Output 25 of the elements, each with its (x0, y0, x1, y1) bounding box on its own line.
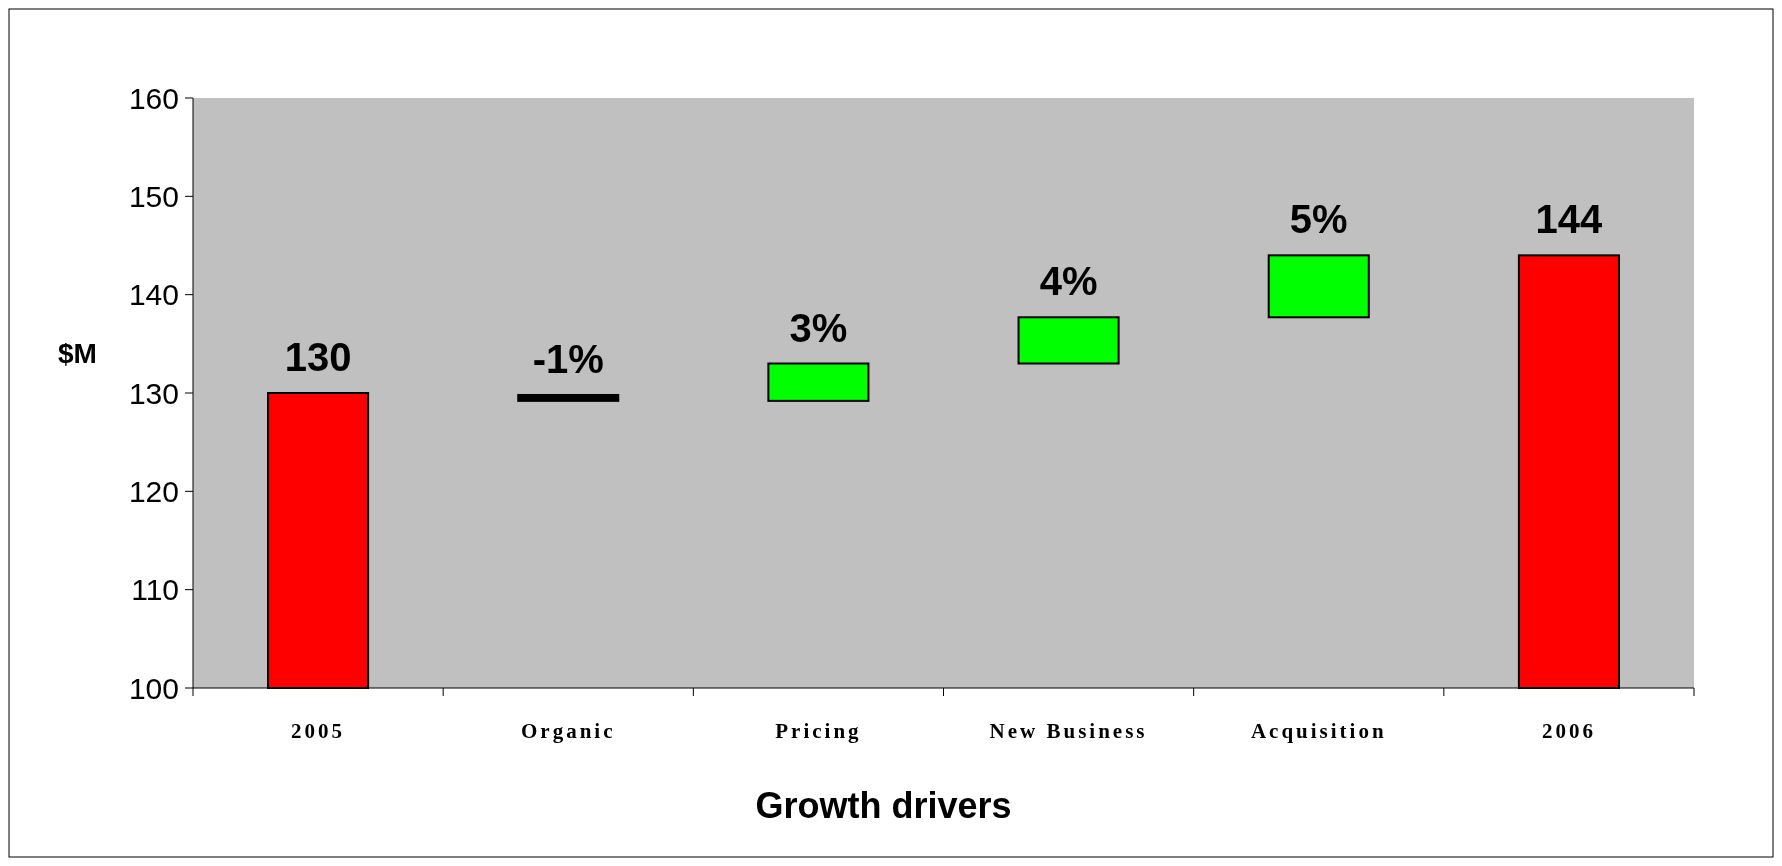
annotation: 130 (284, 335, 352, 379)
x-tick-label: 2006 (1541, 719, 1596, 743)
y-tick-label: 100 (128, 671, 179, 705)
x-tick-label: Organic (521, 719, 616, 743)
y-tick-label: 140 (128, 278, 179, 312)
x-tick-label: 2005 (291, 719, 346, 743)
y-tick-label: 130 (128, 376, 179, 410)
y-tick-label: 160 (128, 81, 179, 115)
y-tick-label: 150 (128, 179, 179, 213)
y-tick-label: 120 (128, 474, 179, 508)
bar (517, 393, 620, 402)
annotation: 4% (1039, 259, 1098, 304)
x-tick-label: Pricing (775, 719, 862, 743)
annotation: 144 (1535, 197, 1604, 242)
x-tick-label: New Business (989, 719, 1148, 743)
annotation: 3% (789, 305, 848, 350)
annotation: 5% (1289, 197, 1348, 242)
x-axis-title: Growth drivers (755, 785, 1012, 826)
y-axis-title: $M (58, 338, 97, 369)
annotation: -1% (532, 336, 604, 381)
bar (767, 362, 870, 402)
bar (1017, 316, 1120, 365)
y-tick-label: 110 (131, 573, 179, 607)
x-tick-label: Acquisition (1250, 719, 1387, 743)
bar (1267, 254, 1370, 319)
